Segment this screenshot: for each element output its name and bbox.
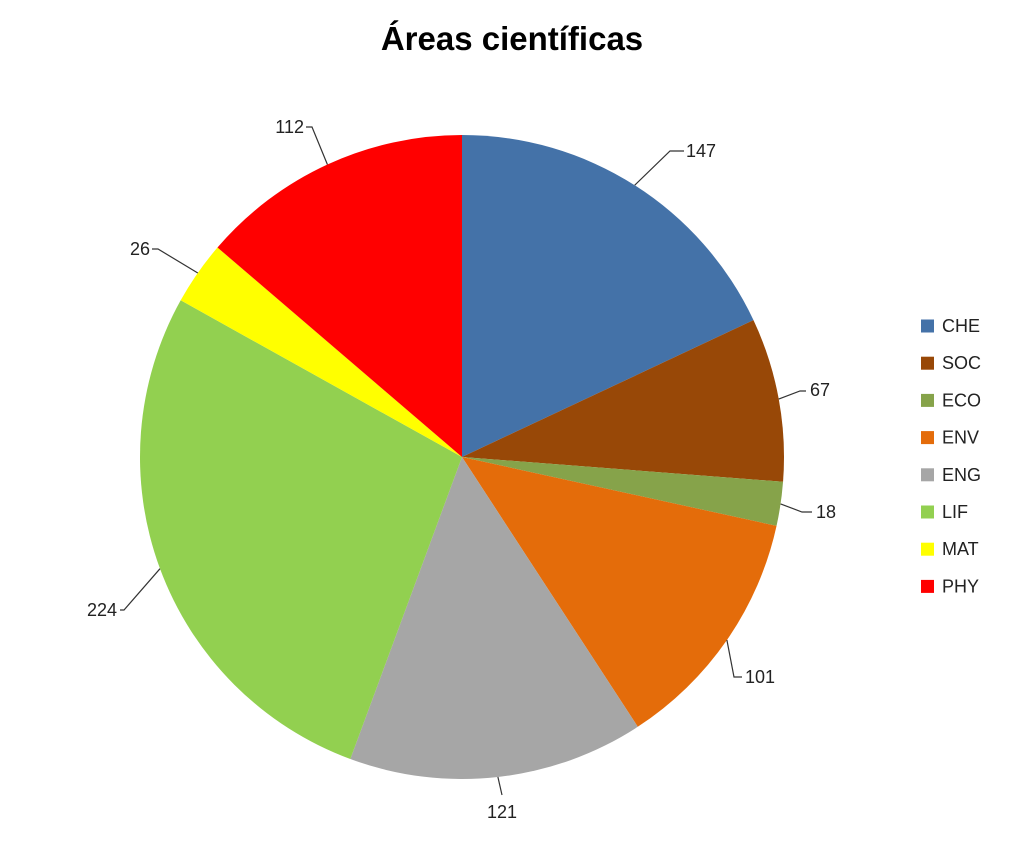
leader-line-che <box>634 150 684 186</box>
legend: CHE SOC ECO ENV ENG LIF MAT PHY <box>921 316 981 596</box>
legend-label-env: ENV <box>942 428 979 448</box>
data-label-mat: 26 <box>130 239 150 259</box>
data-label-lif: 224 <box>87 600 117 620</box>
legend-swatch-lif <box>921 505 934 519</box>
data-label-soc: 67 <box>810 380 830 400</box>
pie-slices <box>139 135 785 779</box>
legend-swatch-che <box>921 319 934 333</box>
pie-slice-phy <box>217 135 462 457</box>
leader-line-eng <box>497 776 503 796</box>
pie-slice-eco <box>462 457 784 526</box>
pie-slice-mat <box>180 247 462 457</box>
leader-line-env <box>726 639 742 678</box>
legend-swatch-mat <box>921 542 934 556</box>
leader-line-soc <box>778 390 806 400</box>
chart-title: Áreas científicas <box>381 20 643 57</box>
data-label-eco: 18 <box>816 502 836 522</box>
pie-slice-che <box>462 135 754 457</box>
legend-swatch-phy <box>921 579 934 593</box>
legend-label-soc: SOC <box>942 353 981 373</box>
leader-line-lif <box>120 568 161 611</box>
data-label-phy: 112 <box>275 117 304 137</box>
pie-slice-lif <box>139 300 463 760</box>
leader-line-mat <box>152 248 199 274</box>
legend-label-eco: ECO <box>942 390 981 410</box>
data-labels: 147 67 18 101 121 224 26 112 <box>87 117 836 822</box>
legend-label-che: CHE <box>942 316 980 336</box>
data-label-eng: 121 <box>487 802 517 822</box>
legend-swatch-eng <box>921 468 934 482</box>
legend-swatch-env <box>921 431 934 445</box>
legend-swatch-eco <box>921 393 934 407</box>
legend-label-eng: ENG <box>942 465 981 485</box>
pie-slice-soc <box>462 320 785 482</box>
pie-slice-env <box>462 457 777 727</box>
legend-label-phy: PHY <box>942 576 979 596</box>
pie-slice-eng <box>350 457 638 779</box>
legend-label-lif: LIF <box>942 502 968 522</box>
legend-label-mat: MAT <box>942 539 979 559</box>
data-label-leader-lines <box>120 126 812 796</box>
leader-line-eco <box>780 503 812 513</box>
legend-swatch-soc <box>921 356 934 370</box>
leader-line-phy <box>306 126 328 165</box>
data-label-che: 147 <box>686 141 716 161</box>
data-label-env: 101 <box>745 667 775 687</box>
